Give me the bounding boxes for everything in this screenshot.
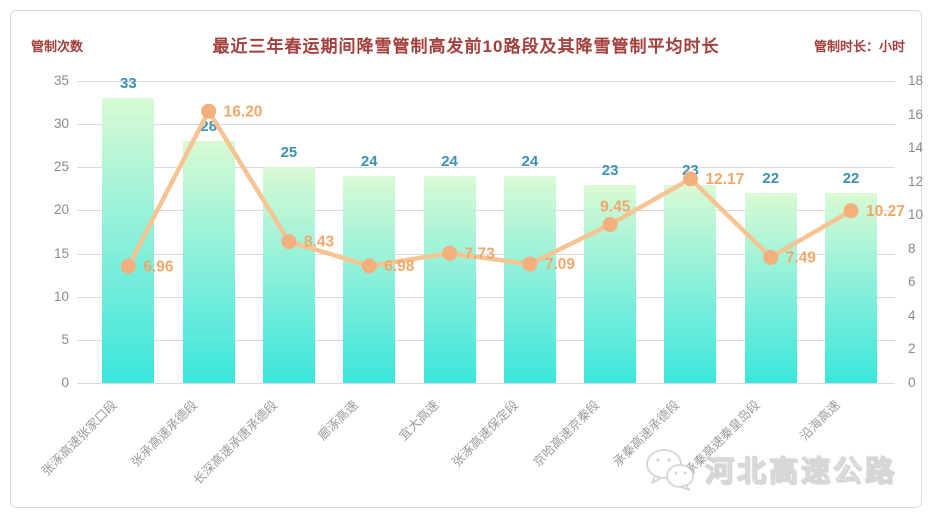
line-marker [201,104,216,119]
left-axis-tick: 20 [27,203,69,217]
left-axis-tick: 10 [27,290,69,304]
right-axis-tick: 8 [908,242,931,256]
category-label: 沿海高速 [795,395,844,444]
right-axis-tick: 14 [908,141,931,155]
bar [664,185,716,383]
bar-value-label: 22 [819,170,883,187]
left-axis-tick: 15 [27,247,69,261]
bar [424,176,476,383]
bar-value-label: 28 [177,118,241,135]
left-axis-tick: 25 [27,160,69,174]
right-axis-tick: 12 [908,175,931,189]
category-label: 张涿高速保定段 [447,395,522,470]
right-axis-tick: 16 [908,108,931,122]
bar [745,193,797,383]
category-label: 张承高速承德段 [126,395,201,470]
bar-value-label: 24 [418,153,482,170]
bar [504,176,556,383]
category-label: 廊涿高速 [313,395,362,444]
bar-value-label: 24 [337,153,401,170]
gridline [77,383,895,384]
category-label: 京哈高速京秦段 [527,395,602,470]
right-axis-tick: 0 [908,376,931,390]
left-axis-tick: 0 [27,376,69,390]
watermark: 河北高速公路 [645,447,897,491]
bar-value-label: 22 [739,170,803,187]
bar-value-label: 33 [96,75,160,92]
bar-value-label: 23 [658,162,722,179]
left-axis-tick: 35 [27,74,69,88]
left-axis-tick: 5 [27,333,69,347]
right-axis-tick: 6 [908,275,931,289]
gridline [77,81,895,82]
right-axis-tick: 10 [908,208,931,222]
left-axis-tick: 30 [27,117,69,131]
bar-value-label: 23 [578,162,642,179]
bar [102,98,154,383]
bar [343,176,395,383]
bar-value-label: 24 [498,153,562,170]
bar [263,167,315,383]
watermark-text: 河北高速公路 [705,448,897,490]
chart-frame: 最近三年春运期间降雪管制高发前10路段及其降雪管制平均时长 管制次数 管制时长：… [10,10,922,508]
wechat-icon [645,447,695,491]
category-label: 宜大高速 [393,395,442,444]
bar [584,185,636,383]
right-axis-tick: 2 [908,342,931,356]
bar [825,193,877,383]
right-axis-tick: 18 [908,74,931,88]
bar [183,141,235,383]
category-label: 张涿高速张家口段 [37,395,121,479]
right-axis-tick: 4 [908,309,931,323]
category-label: 长深高速承唐承德段 [188,395,281,488]
bar-value-label: 25 [257,144,321,161]
